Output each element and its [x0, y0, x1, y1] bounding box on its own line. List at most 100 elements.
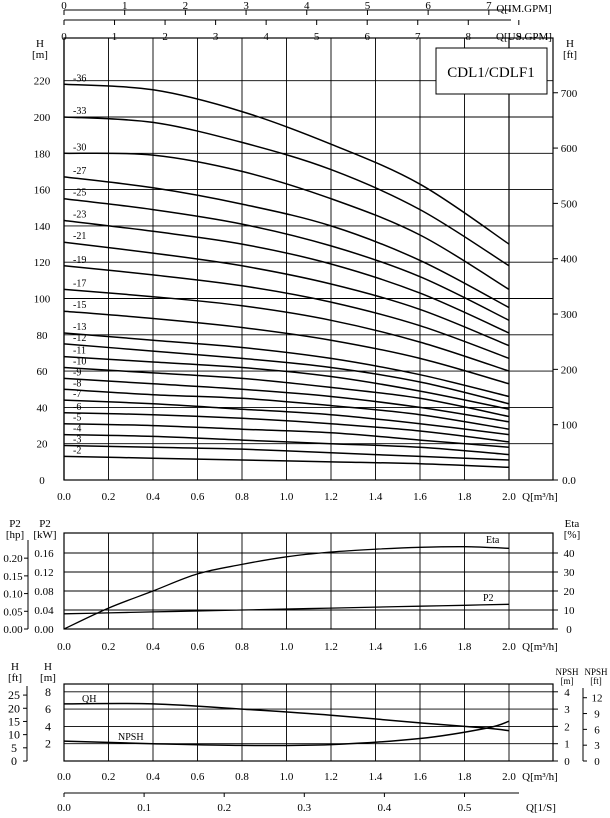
hq-x-tick-label: 0.8 [235, 491, 249, 503]
hq-curve-stage-label: -12 [73, 333, 86, 344]
hq-curve-stage-label: -13 [73, 322, 86, 333]
hq-x-tick-label: 2.0 [502, 491, 516, 503]
hq-curve-line [63, 377, 510, 423]
npsh-x-tick-label: 2.0 [502, 771, 516, 783]
npsh-x-tick-label: 1.0 [280, 771, 294, 783]
im-gpm-tick-label: 2 [183, 0, 189, 12]
hq-x-tick-label: 1.6 [413, 491, 427, 503]
hp-tick-label: 0.20 [3, 553, 23, 565]
npsh-m-tick-label: 1 [564, 739, 570, 751]
power-x-tick-label: 0.8 [235, 641, 249, 653]
npsh-m-tick-label: 4 [564, 687, 570, 699]
npsh-m-unit-symbol: NPSH [555, 667, 579, 677]
hq-curve-line [63, 332, 510, 398]
power-x-tick-label: 0.6 [191, 641, 205, 653]
hq-y-tick-label: 60 [37, 366, 49, 378]
hq-curve-stage-label: -36 [73, 73, 86, 84]
eta-tick-label: 10 [564, 605, 576, 617]
h-ft-tick-label: 20 [8, 701, 20, 715]
power-x-tick-label: 1.2 [324, 641, 338, 653]
hq-y-tick-label: 100 [34, 294, 51, 306]
h-ft-unit: [ft] [8, 672, 22, 684]
hq-left-unit-symbol: H [36, 38, 44, 50]
us-gpm-tick-label: 9 [516, 31, 522, 43]
kw-tick-label: 0.12 [34, 567, 53, 579]
power-x-tick-label: 1.0 [280, 641, 294, 653]
npsh-ft-unit-symbol: NPSH [584, 667, 608, 677]
hq-y-tick-label: 20 [37, 439, 49, 451]
hq-curve-line [63, 197, 510, 321]
im-gpm-tick-label: 0 [61, 0, 67, 12]
qh-curve-label: QH [82, 694, 96, 705]
hq-x-tick-label: 0.2 [102, 491, 116, 503]
npsh-m-tick-label: 3 [564, 704, 570, 716]
hq-curve-line [63, 433, 510, 456]
hq-ft-tick-label: 0.0 [562, 475, 576, 487]
h-ft-tick-label: 15 [8, 714, 20, 728]
npsh-x-tick-label: 0.4 [146, 771, 160, 783]
us-gpm-tick-label: 6 [364, 31, 370, 43]
im-gpm-tick-label: 4 [304, 0, 310, 12]
p2-curve-label: P2 [483, 593, 494, 604]
im-gpm-axis-label: Q[IM.GPM] [496, 3, 551, 15]
power-x-tick-label: 1.4 [369, 641, 383, 653]
hq-right-unit-symbol: H [566, 38, 574, 50]
hq-x-tick-label: 0.4 [146, 491, 160, 503]
ls-tick-label: 0.3 [297, 802, 311, 814]
us-gpm-tick-label: 8 [466, 31, 472, 43]
ls-tick-label: 0.5 [458, 802, 472, 814]
hq-curve-line [63, 444, 510, 461]
hq-y-tick-label: 80 [37, 330, 49, 342]
hq-y-tick-label: 120 [34, 257, 51, 269]
hq-curve-stage-label: -11 [73, 346, 86, 357]
npsh-x-tick-label: 0.0 [57, 771, 71, 783]
im-gpm-tick-label: 5 [365, 0, 371, 12]
hq-y-tick-label: 40 [37, 402, 49, 414]
hq-x-tick-label: 1.4 [369, 491, 383, 503]
eta-curve-label: Eta [486, 535, 500, 546]
npsh-plot-frame [63, 683, 554, 762]
hq-curve-line [63, 388, 510, 430]
p2-curve-line [63, 603, 510, 615]
hp-tick-label: 0.10 [3, 589, 23, 601]
hq-right-unit: [ft] [563, 49, 577, 61]
us-gpm-tick-label: 5 [314, 31, 320, 43]
us-gpm-tick-label: 7 [415, 31, 421, 43]
us-gpm-tick-label: 3 [213, 31, 219, 43]
us-gpm-axis-label: Q[US.GPM] [496, 31, 552, 43]
hq-y-tick-label: 200 [34, 112, 51, 124]
model-label-box [435, 47, 548, 95]
npsh-m-tick-label: 0 [564, 756, 570, 768]
npsh-m-tick-label: 2 [564, 721, 570, 733]
hq-y-tick-label: 160 [34, 185, 51, 197]
hq-curve-stage-label: -25 [73, 188, 86, 199]
kw-tick-label: 0.04 [34, 605, 54, 617]
im-gpm-tick-label: 3 [243, 0, 249, 12]
eta-tick-label: 20 [564, 586, 576, 598]
ls-tick-label: 0.4 [378, 802, 392, 814]
hp-tick-label: 0.05 [3, 606, 23, 618]
us-gpm-tick-label: 2 [162, 31, 168, 43]
power-x-tick-label: 0.0 [57, 641, 71, 653]
npsh-curve-line [63, 720, 510, 747]
hq-ft-tick-label: 300 [561, 309, 578, 321]
hq-curve-stage-label: -7 [73, 389, 81, 400]
hq-curve-stage-label: -9 [73, 367, 81, 378]
hq-ft-tick-label: 600 [561, 143, 578, 155]
hq-curve-stage-label: -23 [73, 209, 86, 220]
im-gpm-tick-label: 1 [122, 0, 128, 12]
kw-unit-symbol: P2 [39, 518, 51, 530]
kw-tick-label: 0.00 [34, 624, 54, 636]
hq-curve-line [63, 399, 510, 436]
npsh-x-tick-label: 1.8 [458, 771, 472, 783]
h-m-unit: [m] [40, 672, 56, 684]
eta-tick-label: 0 [566, 624, 572, 636]
npsh-curve-label: NPSH [118, 732, 144, 743]
im-gpm-tick-label: 7 [486, 0, 492, 12]
npsh-x-tick-label: 0.8 [235, 771, 249, 783]
kw-unit: [kW] [33, 529, 56, 541]
hq-ft-tick-label: 100 [561, 420, 578, 432]
npsh-ft-unit: [ft] [590, 676, 602, 686]
hq-curve-line [63, 455, 510, 469]
npsh-ft-tick-label: 0 [594, 756, 600, 768]
